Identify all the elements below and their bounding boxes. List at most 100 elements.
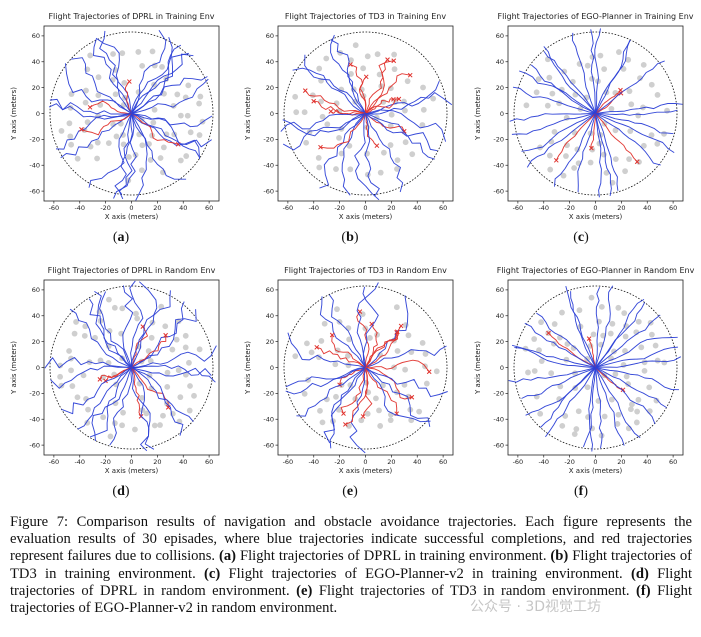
obstacle <box>94 155 100 162</box>
successful-trajectory <box>113 113 137 199</box>
obstacle <box>319 113 326 120</box>
obstacle <box>164 383 171 390</box>
obstacle <box>338 150 345 157</box>
failed-trajectory <box>365 73 411 114</box>
obstacle <box>393 304 400 311</box>
obstacle <box>332 361 339 368</box>
obstacle <box>563 153 569 159</box>
trajectory-layer <box>44 280 217 452</box>
y-tick-label: -40 <box>263 416 274 424</box>
y-tick-label: 20 <box>32 338 40 346</box>
obstacle <box>187 383 193 389</box>
obstacle <box>641 359 648 366</box>
x-tick-label: -60 <box>49 458 60 466</box>
obstacle <box>525 369 531 376</box>
obstacle <box>546 152 553 159</box>
successful-trajectory <box>365 113 435 160</box>
obstacle <box>66 348 72 354</box>
failed-trajectory <box>588 338 596 368</box>
failed-trajectory <box>345 367 368 425</box>
obstacle <box>523 102 530 109</box>
obstacle-layer <box>58 48 206 184</box>
obstacle <box>358 417 365 424</box>
obstacle <box>394 166 400 172</box>
successful-trajectory <box>131 113 187 180</box>
successful-trajectory <box>554 113 596 187</box>
failed-trajectory <box>365 331 398 368</box>
successful-trajectory <box>114 113 133 195</box>
collision-marker <box>341 411 346 416</box>
obstacle <box>160 412 166 419</box>
obstacle <box>177 112 184 119</box>
obstacle <box>531 336 538 342</box>
successful-trajectory <box>131 113 148 201</box>
obstacle <box>612 156 619 163</box>
obstacle <box>394 348 401 354</box>
successful-trajectory <box>330 34 366 114</box>
obstacle <box>648 132 655 139</box>
obstacle <box>58 127 65 134</box>
successful-trajectory <box>292 67 366 114</box>
y-axis-label: Y axis (meters) <box>244 341 252 395</box>
collision-marker <box>374 143 380 149</box>
failed-trajectory <box>365 60 394 114</box>
x-tick-label: -60 <box>283 204 294 212</box>
obstacle <box>584 355 591 362</box>
obstacle <box>548 370 555 377</box>
obstacle <box>641 367 648 374</box>
obstacle <box>405 332 412 339</box>
collision-marker <box>385 57 390 62</box>
trajectory-plot: Flight Trajectories of EGO-Planner in Tr… <box>474 12 694 221</box>
obstacle <box>557 383 564 390</box>
collision-marker <box>302 88 308 93</box>
y-tick-label: -40 <box>493 416 504 424</box>
obstacle <box>635 318 642 325</box>
boundary-circle <box>513 31 678 196</box>
caption-text-f: Flight trajectories of EGO-Planner-v2 in… <box>10 582 693 617</box>
successful-trajectory <box>524 322 596 368</box>
obstacle <box>585 414 591 420</box>
obstacle <box>74 155 81 162</box>
caption-text-e: Flight trajectories of TD3 in random env… <box>318 582 630 599</box>
obstacle <box>402 107 408 114</box>
boundary-circle <box>513 285 678 450</box>
collision-marker <box>318 144 323 150</box>
obstacle <box>352 396 359 402</box>
obstacle <box>607 330 614 337</box>
successful-trajectory <box>545 367 596 438</box>
obstacle <box>423 380 430 387</box>
x-tick-label: -40 <box>538 458 549 466</box>
y-axis-label: Y axis (meters) <box>10 341 18 395</box>
failed-trajectory <box>313 100 366 116</box>
obstacle <box>596 140 603 147</box>
obstacle <box>121 79 128 86</box>
y-tick-label: -20 <box>263 136 274 144</box>
obstacle <box>197 93 204 100</box>
obstacle <box>625 56 632 63</box>
obstacle <box>183 153 190 159</box>
successful-trajectory <box>319 296 366 368</box>
obstacle <box>640 142 647 149</box>
obstacle <box>174 91 181 98</box>
x-tick-label: 0 <box>593 458 597 466</box>
obstacle <box>149 132 155 139</box>
plot-title: Flight Trajectories of DPRL in Training … <box>48 12 214 21</box>
obstacle <box>120 132 126 138</box>
successful-trajectory <box>543 51 596 114</box>
x-tick-label: 40 <box>643 204 651 212</box>
caption-tag-c: (c) <box>204 565 221 582</box>
failed-trajectory <box>350 64 367 114</box>
obstacle <box>374 51 381 58</box>
x-tick-label: 60 <box>205 458 213 466</box>
sublabel-b: (b) <box>341 230 359 245</box>
obstacle <box>185 82 192 89</box>
obstacle <box>654 357 661 364</box>
successful-trajectory <box>44 357 132 369</box>
obstacle <box>87 52 94 59</box>
obstacle <box>133 310 139 317</box>
obstacle <box>637 75 643 82</box>
successful-trajectory <box>64 63 132 114</box>
obstacle <box>111 420 118 427</box>
collision-marker <box>409 394 415 400</box>
successful-trajectory <box>590 29 596 114</box>
